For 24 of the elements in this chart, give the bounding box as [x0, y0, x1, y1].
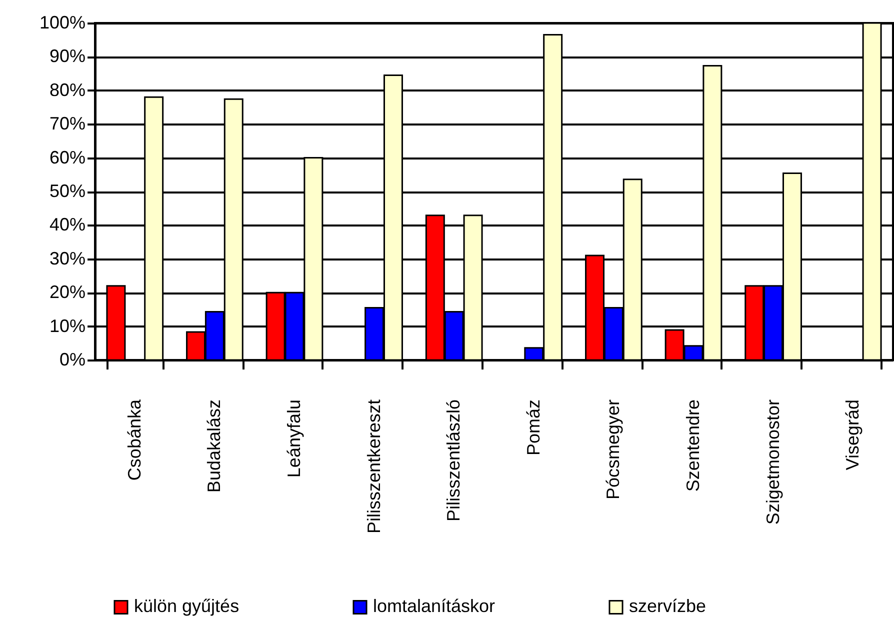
x-tick-label: Csobánka [124, 398, 144, 481]
x-tick-label: Pócsmegyer [603, 400, 624, 500]
x-tick-label: Szigetmonostor [762, 399, 783, 525]
legend-label: lomtalanításkor [373, 596, 496, 616]
y-tick-label: 20% [49, 282, 86, 302]
x-tick-label: Pomáz [523, 400, 544, 456]
y-tick-label: 50% [49, 181, 86, 201]
y-tick-label: 100% [39, 12, 86, 32]
x-tick-label: Visegrád [842, 400, 863, 470]
y-tick-label: 80% [49, 80, 86, 100]
y-tick-label: 30% [49, 248, 86, 268]
x-tick-label: Pilisszentlászló [444, 400, 464, 522]
y-tick-label: 10% [49, 316, 86, 336]
y-tick-label: 40% [49, 214, 86, 235]
legend-label: külön gyűjtés [134, 596, 240, 616]
x-tick-label: Szentendre [683, 400, 703, 492]
legend-label: szervízbe [629, 596, 706, 616]
y-tick-label: 70% [49, 114, 86, 134]
x-tick-label: Pilisszentkereszt [364, 400, 384, 534]
x-tick-label: Budakalász [204, 400, 224, 493]
y-tick-label: 90% [49, 46, 86, 66]
y-tick-label: 60% [49, 147, 86, 168]
y-tick-label: 0% [59, 350, 86, 370]
x-tick-label: Leányfalu [284, 400, 304, 478]
